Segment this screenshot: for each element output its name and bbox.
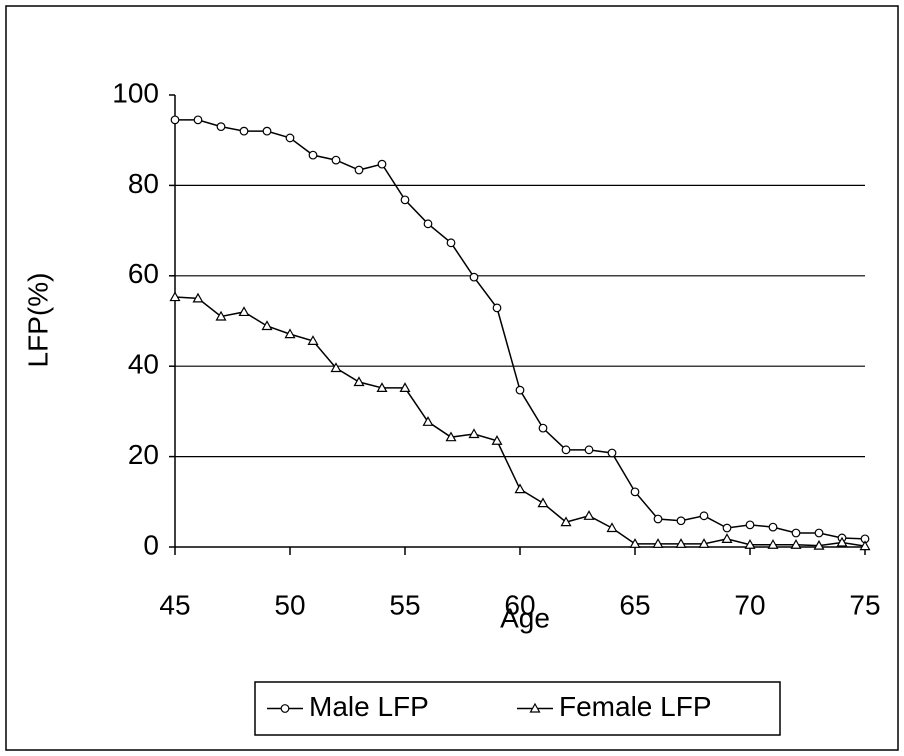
y-tick-label: 60 bbox=[128, 258, 159, 289]
point bbox=[261, 320, 273, 331]
point bbox=[170, 115, 180, 125]
x-axis-label: Age bbox=[500, 602, 550, 633]
point bbox=[330, 362, 342, 373]
point bbox=[468, 428, 480, 439]
point bbox=[353, 376, 365, 387]
point bbox=[814, 528, 824, 538]
legend-label: Male LFP bbox=[309, 691, 429, 722]
point bbox=[836, 536, 848, 547]
y-axis-label: LFP(%) bbox=[22, 273, 53, 368]
point bbox=[767, 539, 779, 549]
point bbox=[698, 538, 710, 548]
x-tick-label: 45 bbox=[159, 589, 190, 620]
legend-marker bbox=[529, 702, 541, 713]
point bbox=[813, 539, 825, 550]
point bbox=[745, 520, 755, 530]
point bbox=[307, 335, 319, 345]
point bbox=[192, 292, 204, 303]
point bbox=[169, 291, 181, 302]
point bbox=[284, 328, 296, 339]
legend-label: Female LFP bbox=[559, 691, 712, 722]
point bbox=[514, 483, 526, 494]
point bbox=[215, 310, 227, 321]
point bbox=[469, 272, 479, 282]
y-tick-label: 0 bbox=[143, 529, 159, 560]
point bbox=[791, 528, 801, 538]
point bbox=[239, 126, 249, 136]
point bbox=[859, 540, 871, 551]
point bbox=[446, 238, 456, 248]
chart-frame bbox=[5, 5, 899, 751]
point bbox=[400, 195, 410, 205]
point bbox=[722, 523, 732, 533]
point bbox=[583, 510, 595, 520]
point bbox=[492, 303, 502, 313]
point bbox=[744, 539, 756, 549]
x-tick-label: 60 bbox=[504, 589, 535, 620]
y-tick-label: 40 bbox=[128, 349, 159, 380]
point bbox=[422, 416, 434, 426]
point bbox=[676, 516, 686, 526]
legend-marker bbox=[280, 704, 290, 713]
point bbox=[768, 522, 778, 532]
x-tick-label: 55 bbox=[389, 589, 420, 620]
point bbox=[216, 122, 226, 132]
point bbox=[653, 514, 663, 524]
point bbox=[560, 516, 572, 527]
point bbox=[629, 538, 641, 548]
point bbox=[538, 423, 548, 433]
point bbox=[354, 165, 364, 175]
point bbox=[238, 306, 250, 317]
point bbox=[331, 155, 341, 165]
x-tick-label: 75 bbox=[849, 589, 880, 620]
x-tick-label: 65 bbox=[619, 589, 650, 620]
y-tick-label: 100 bbox=[112, 77, 159, 108]
point bbox=[377, 159, 387, 169]
point bbox=[606, 522, 618, 533]
y-tick-label: 80 bbox=[128, 168, 159, 199]
point bbox=[491, 435, 503, 445]
point bbox=[607, 448, 617, 458]
point bbox=[193, 115, 203, 125]
point bbox=[537, 497, 549, 508]
point bbox=[285, 133, 295, 143]
point bbox=[699, 511, 709, 521]
point bbox=[399, 382, 411, 392]
point bbox=[721, 533, 733, 543]
x-tick-label: 50 bbox=[274, 589, 305, 620]
point bbox=[561, 445, 571, 455]
point bbox=[423, 219, 433, 229]
point bbox=[675, 538, 687, 548]
point bbox=[630, 487, 640, 497]
point bbox=[584, 445, 594, 455]
y-tick-label: 20 bbox=[128, 439, 159, 470]
point bbox=[262, 126, 272, 136]
point bbox=[445, 431, 457, 442]
point bbox=[308, 150, 318, 160]
point bbox=[515, 385, 525, 395]
point bbox=[376, 382, 388, 392]
x-tick-label: 70 bbox=[734, 589, 765, 620]
point bbox=[790, 539, 802, 549]
point bbox=[652, 538, 664, 548]
